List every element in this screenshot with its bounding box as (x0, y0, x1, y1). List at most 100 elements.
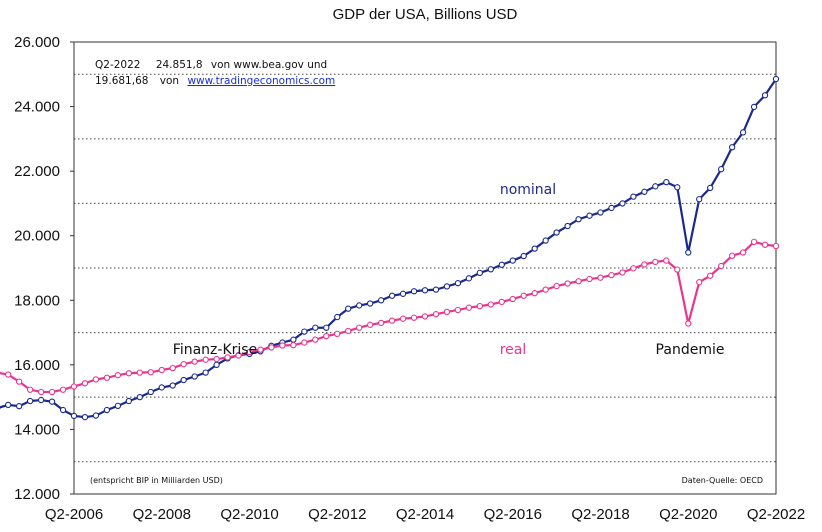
data-point (476, 269, 483, 276)
x-tick-label: Q2-2006 (45, 506, 103, 523)
x-tick-label: Q2-2022 (747, 506, 805, 523)
data-point (750, 103, 758, 111)
y-tick-label: 12.000 (14, 486, 60, 503)
chart-title: GDP der USA, Billions USD (333, 6, 518, 23)
data-point (674, 266, 681, 273)
label-nominal: nominal (500, 182, 556, 198)
y-axis: 12.000 14.000 16.000 18.000 20.000 22.000 24.0… (14, 34, 74, 503)
data-point (685, 320, 692, 327)
label-real: real (500, 342, 527, 358)
data-point (180, 376, 187, 384)
grid-layer (74, 73, 776, 463)
data-point (641, 261, 648, 268)
data-point (70, 383, 78, 390)
data-point (312, 324, 319, 331)
data-point (630, 265, 637, 272)
data-point (520, 292, 527, 299)
y-tick-label: 16.000 (14, 357, 60, 374)
label-pandemie: Pandemie (656, 342, 725, 358)
data-point (739, 129, 747, 136)
data-point (323, 332, 330, 340)
data-point (663, 178, 670, 186)
data-point (26, 397, 34, 405)
data-point (739, 249, 747, 256)
data-point (290, 336, 297, 343)
data-point (26, 386, 34, 393)
data-point (707, 184, 714, 192)
data-point (323, 324, 330, 331)
data-point (16, 378, 23, 385)
data-point (158, 384, 165, 391)
data-point (399, 290, 407, 297)
data-point (575, 216, 582, 223)
data-point (531, 245, 538, 252)
data-point (37, 396, 45, 404)
data-point (520, 252, 527, 260)
data-point (772, 75, 780, 83)
data-point (443, 308, 451, 316)
label-finanzkrise: Finanz-Krise (173, 342, 257, 358)
source-link[interactable]: www.tradingeconomics.com (187, 75, 335, 87)
x-axis: Q2-2006 Q2-2008 Q2-2010 Q2-2012 Q2-2014 Q2-20… (45, 506, 805, 523)
data-point (103, 406, 111, 414)
data-point (509, 257, 516, 264)
data-point (388, 317, 396, 324)
data-point (630, 193, 637, 200)
data-point (345, 327, 352, 335)
data-point (608, 204, 615, 212)
data-point (696, 196, 703, 203)
data-point (652, 258, 659, 266)
data-point (652, 183, 659, 190)
data-point (48, 398, 56, 405)
data-point (5, 401, 12, 409)
data-point (498, 261, 505, 268)
data-point (235, 352, 242, 359)
data-point (597, 274, 604, 281)
data-point (191, 358, 198, 365)
data-point (81, 380, 89, 387)
source-line-2: 19.681,68 von www.tradingeconomics.com (95, 75, 335, 87)
source-real-value: 19.681,68 (95, 75, 148, 87)
data-point (334, 330, 341, 338)
source-period: Q2-2022 (95, 59, 140, 71)
data-point (147, 369, 154, 376)
data-point (410, 314, 418, 321)
data-point (641, 188, 648, 195)
data-point (608, 271, 615, 279)
data-point (16, 403, 23, 410)
data-point (345, 305, 352, 312)
footnote-left: (entspricht BIP in Milliarden USD) (90, 476, 223, 485)
data-point (92, 376, 100, 383)
data-point (5, 371, 12, 378)
data-point (707, 272, 714, 279)
data-point (575, 278, 582, 285)
data-point (147, 388, 154, 396)
data-point (257, 346, 264, 353)
x-tick-label: Q2-2012 (308, 506, 366, 523)
source-line-1: Q2-2022 24.851,8 von www.bea.gov und (95, 59, 327, 71)
data-point (136, 369, 143, 376)
data-point (663, 257, 670, 264)
data-point (454, 280, 462, 287)
data-point (465, 275, 473, 282)
data-point (367, 321, 374, 328)
data-point (454, 306, 462, 314)
data-point (191, 373, 198, 380)
data-point (279, 342, 286, 349)
data-point (696, 279, 703, 286)
data-point (377, 297, 385, 304)
data-point (268, 344, 275, 351)
data-point (180, 361, 187, 368)
data-point (158, 366, 165, 374)
data-point (388, 292, 396, 299)
data-point (59, 406, 67, 414)
data-point (443, 283, 451, 290)
data-point (202, 356, 209, 363)
y-tick-label: 14.000 (14, 421, 60, 438)
series-line-real (0, 240, 777, 394)
source-real-text: von (160, 75, 179, 87)
data-point (487, 301, 494, 308)
data-point (356, 302, 363, 309)
data-point (114, 402, 122, 410)
series-real (0, 238, 780, 396)
